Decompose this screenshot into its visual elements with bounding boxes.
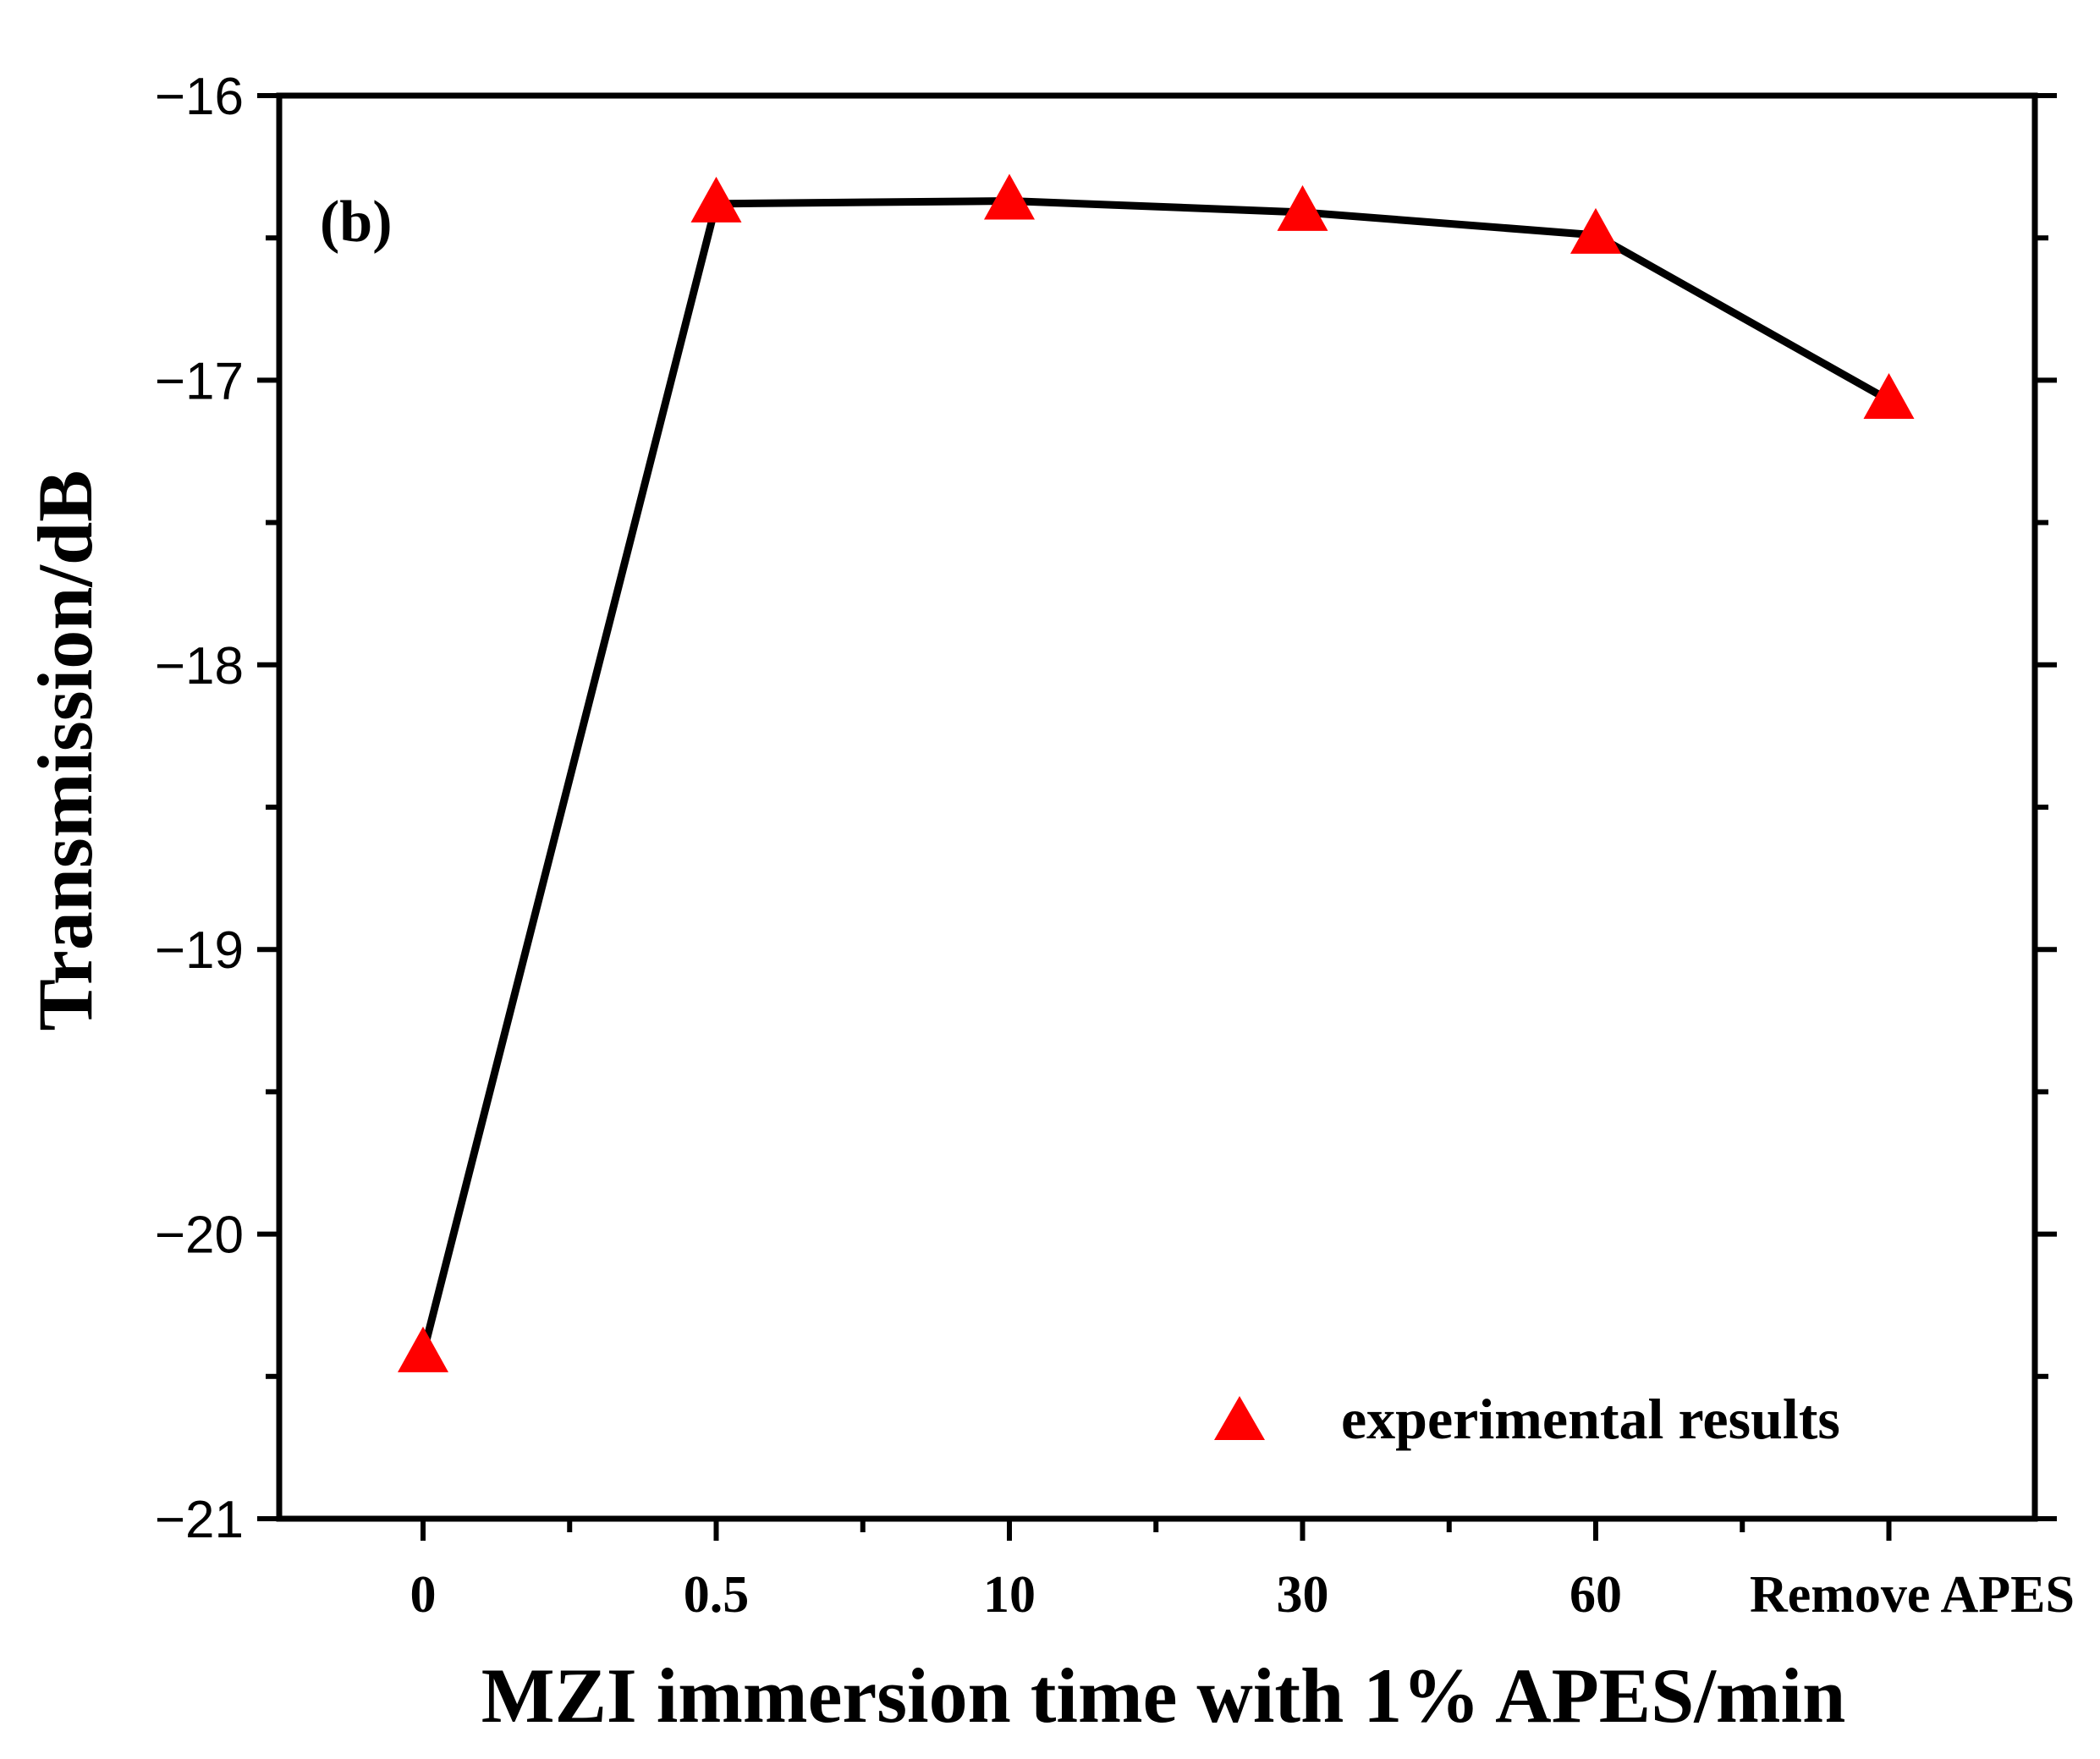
x-tick-label: 30 — [1277, 1566, 1329, 1624]
x-tick-label: 60 — [1570, 1566, 1622, 1624]
x-axis-title: MZI immersion time with 1% APES/min — [481, 1652, 1846, 1739]
x-axis-ticks: 0 0.5 10 30 60 Remove APES — [410, 1519, 2075, 1624]
data-point-marker — [1277, 184, 1328, 231]
x-tick-label: 0.5 — [684, 1566, 750, 1624]
axes-frame — [276, 92, 2038, 1522]
y-tick-label: −18 — [155, 637, 244, 695]
series-markers-group — [398, 173, 1915, 1372]
data-point-marker — [984, 173, 1035, 220]
plot-frame — [276, 92, 2038, 1522]
series-line-group — [419, 196, 1891, 1355]
x-tick-label: 10 — [983, 1566, 1036, 1624]
legend-marker — [1214, 1396, 1265, 1440]
data-point-marker — [1863, 372, 1915, 419]
y-tick-label: −20 — [155, 1207, 244, 1265]
data-point-marker — [690, 176, 742, 223]
y-tick-label: −21 — [155, 1491, 244, 1549]
y-tick-label: −17 — [155, 352, 244, 410]
y-tick-label: −19 — [155, 921, 244, 980]
legend: experimental results — [1214, 1387, 1840, 1451]
y-axis-ticks: −16 −17 −18 −19 −20 −21 — [155, 68, 2057, 1549]
series-line — [419, 196, 1891, 1355]
y-axis-title: Transmission/dB — [22, 470, 108, 1031]
data-point-marker — [398, 1326, 448, 1372]
data-point-marker — [1570, 207, 1621, 254]
x-tick-label: 0 — [410, 1566, 437, 1624]
legend-label: experimental results — [1341, 1387, 1840, 1451]
x-tick-label: Remove APES — [1750, 1566, 2075, 1624]
panel-label: (b) — [320, 190, 393, 255]
y-tick-label: −16 — [155, 68, 244, 126]
